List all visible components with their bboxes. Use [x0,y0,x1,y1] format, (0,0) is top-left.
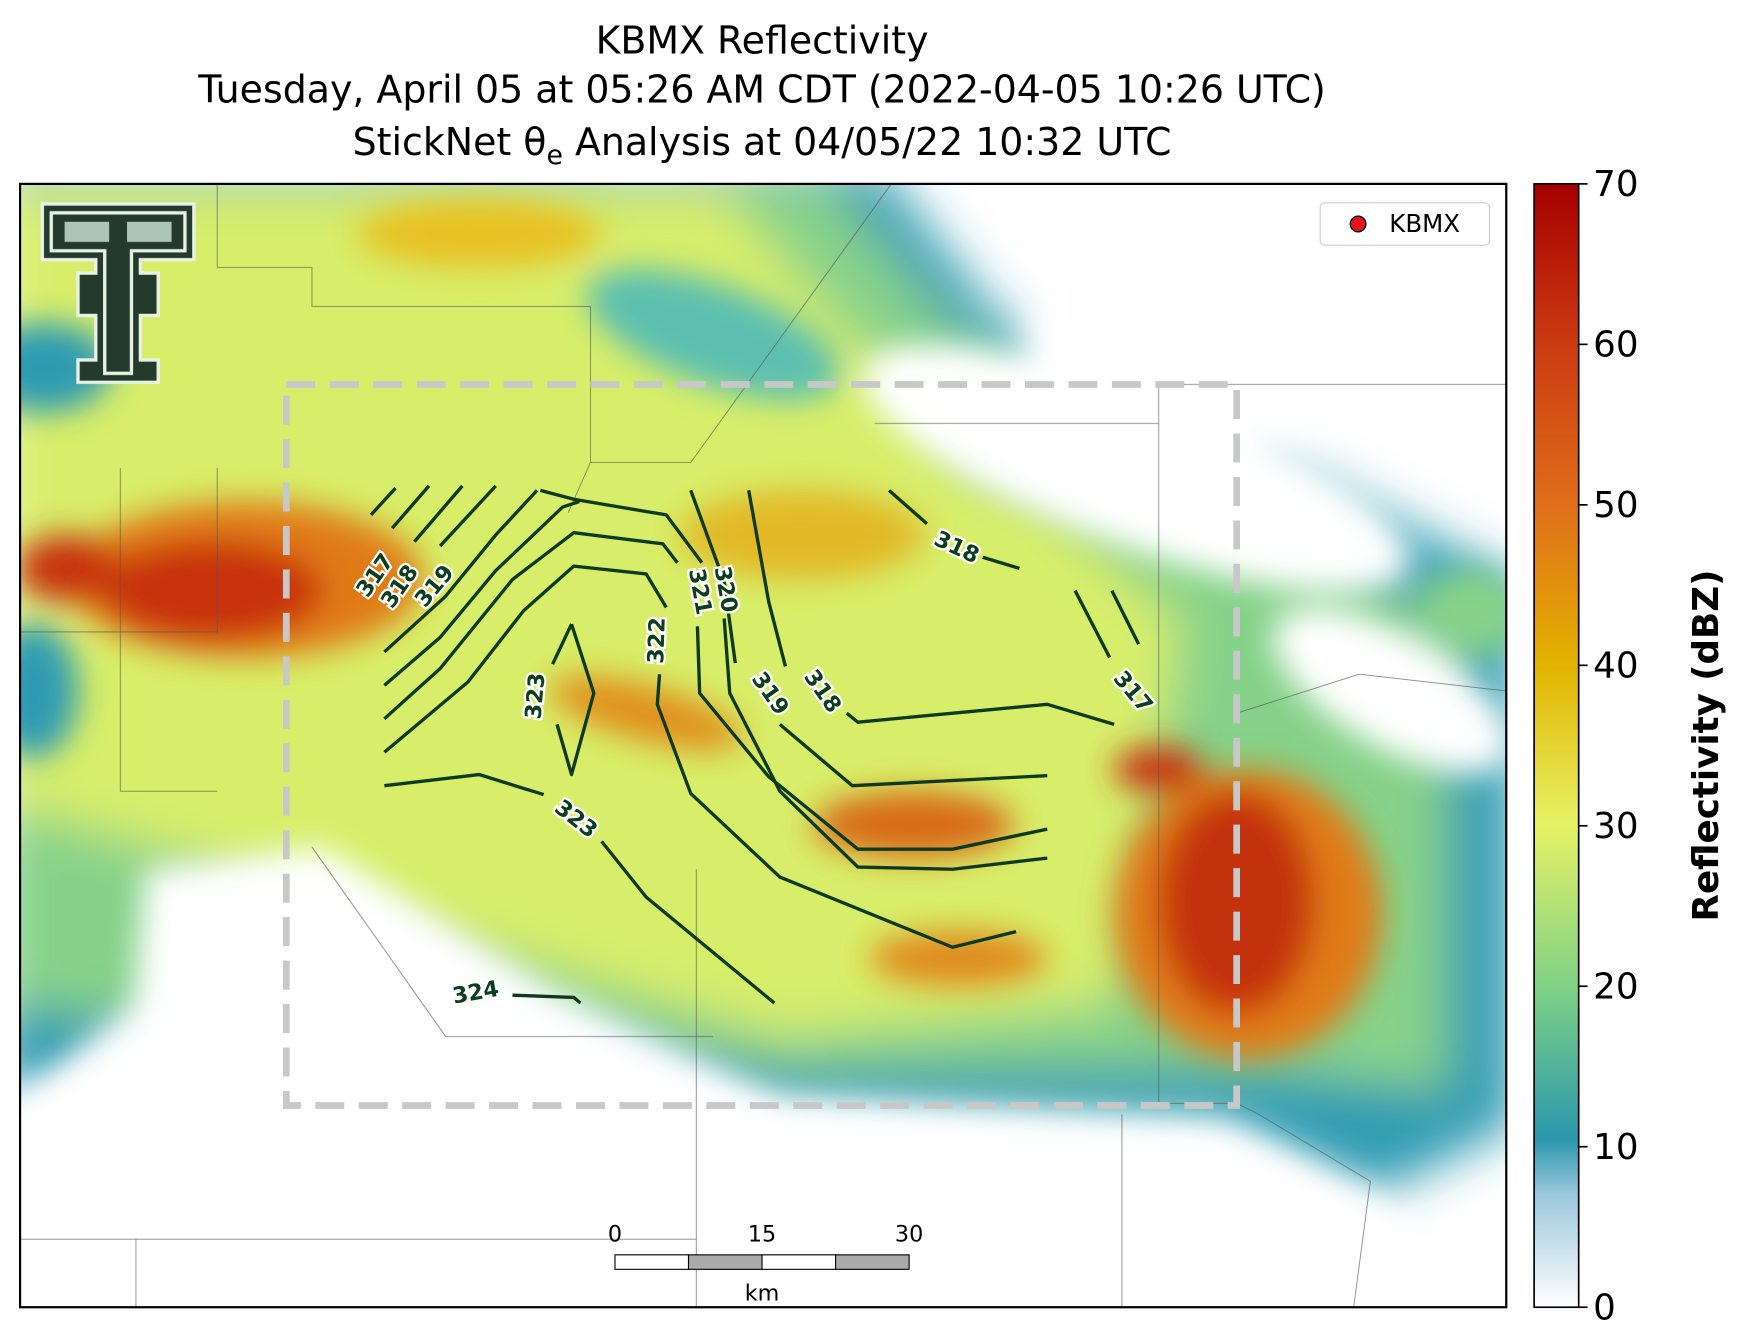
colorbar-tick-label: 50 [1593,485,1638,526]
legend-label: KBMX [1389,209,1460,238]
title-line-3: StickNet θe Analysis at 04/05/22 10:32 U… [353,120,1172,171]
contour [689,489,1048,788]
analysis-box [282,381,1240,1109]
scale-bar: km 0 15 30 [608,1221,923,1306]
title-prefix: StickNet θ [353,120,547,164]
colorbar-ramp [1533,183,1580,1309]
contour-label: 323 [521,672,551,721]
colorbar-tick-label: 20 [1593,967,1638,1008]
colorbar-tick-label: 70 [1593,164,1638,205]
contour [384,772,776,1005]
contour [887,489,1020,570]
radar-field [20,183,1507,1308]
colorbar-tick-label: 30 [1593,806,1638,847]
contour [512,993,582,1005]
contour-label: 322 [643,617,671,664]
contour [1073,589,1141,659]
scale-tick-label: 30 [895,1221,923,1247]
contour [539,488,1048,871]
contour [383,484,580,687]
contour [747,490,1115,726]
contour [413,484,498,548]
title-line-2: Tuesday, April 05 at 05:26 AM CDT (2022-… [197,68,1326,112]
map-frame [18,182,1508,1309]
scale-unit: km [745,1281,780,1307]
title-subscript: e [546,140,562,171]
title-suffix: Analysis at 04/05/22 10:32 UTC [563,120,1172,164]
scale-tick-label: 0 [608,1221,622,1247]
contours [369,484,1141,1005]
legend: KBMX [1319,202,1491,246]
legend-marker [1349,215,1367,233]
contour [383,531,1048,851]
colorbar-tick-label: 0 [1593,1287,1616,1328]
colorbar: Reflectivity (dBZ) 0 10 20 30 40 50 60 70 [1533,164,1727,1328]
logo [40,202,196,384]
contour [551,623,596,777]
title-line-1: KBMX Reflectivity [596,18,929,62]
colorbar-label: Reflectivity (dBZ) [1686,570,1727,922]
contour [369,486,539,654]
contour [383,564,1017,949]
colorbar-tick-label: 10 [1593,1127,1638,1168]
colorbar-tick-label: 60 [1593,325,1638,366]
scale-tick-label: 15 [748,1221,776,1247]
colorbar-tick-label: 40 [1593,646,1638,687]
legend-box [1319,202,1491,246]
